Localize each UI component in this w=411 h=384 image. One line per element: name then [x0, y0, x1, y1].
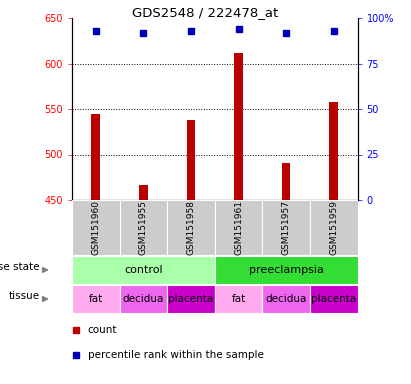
Bar [120, 285, 167, 313]
Text: GSM151958: GSM151958 [187, 200, 196, 255]
Text: placenta: placenta [169, 294, 214, 304]
Bar [310, 285, 358, 313]
Bar [262, 200, 310, 255]
Text: GSM151961: GSM151961 [234, 200, 243, 255]
Bar [91, 114, 100, 200]
Text: GSM151955: GSM151955 [139, 200, 148, 255]
Bar [167, 200, 215, 255]
Bar [262, 285, 310, 313]
Text: decidua: decidua [122, 294, 164, 304]
Bar [139, 185, 148, 200]
Bar [167, 285, 215, 313]
Text: decidua: decidua [266, 294, 307, 304]
Bar [215, 200, 262, 255]
Bar [215, 256, 358, 284]
Text: percentile rank within the sample: percentile rank within the sample [88, 350, 263, 360]
Text: placenta: placenta [311, 294, 356, 304]
Bar [72, 285, 120, 313]
Bar [310, 200, 358, 255]
Text: GSM151957: GSM151957 [282, 200, 291, 255]
Bar [72, 256, 215, 284]
Text: GSM151960: GSM151960 [91, 200, 100, 255]
Bar [72, 200, 120, 255]
Text: count: count [88, 325, 117, 335]
Bar [120, 200, 167, 255]
Bar [187, 120, 195, 200]
Text: disease state: disease state [0, 262, 39, 272]
Bar [234, 53, 243, 200]
Text: preeclampsia: preeclampsia [249, 265, 323, 275]
Text: control: control [124, 265, 163, 275]
Text: fat: fat [231, 294, 246, 304]
Text: fat: fat [89, 294, 103, 304]
Text: GDS2548 / 222478_at: GDS2548 / 222478_at [132, 6, 279, 19]
Text: GSM151959: GSM151959 [329, 200, 338, 255]
Text: tissue: tissue [9, 291, 39, 301]
Bar [215, 285, 262, 313]
Bar [330, 102, 338, 200]
Bar [282, 163, 291, 200]
